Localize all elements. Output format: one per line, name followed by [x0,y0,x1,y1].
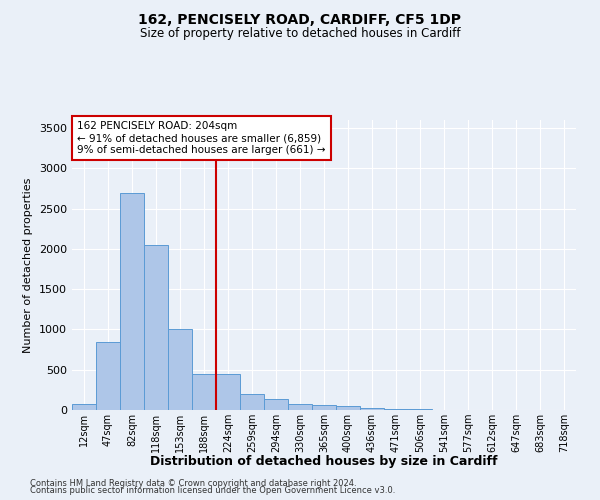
Bar [360,408,384,410]
Bar [264,399,288,410]
Bar [240,394,264,410]
Text: 162, PENCISELY ROAD, CARDIFF, CF5 1DP: 162, PENCISELY ROAD, CARDIFF, CF5 1DP [139,12,461,26]
Bar [384,409,408,410]
Bar [120,192,144,410]
Bar [72,404,96,410]
Bar [336,406,360,410]
Bar [192,374,216,410]
Y-axis label: Number of detached properties: Number of detached properties [23,178,34,352]
Bar [312,405,336,410]
Bar [216,374,240,410]
Bar [96,342,120,410]
Bar [168,330,192,410]
Bar [144,245,168,410]
Text: Contains public sector information licensed under the Open Government Licence v3: Contains public sector information licen… [30,486,395,495]
Text: Distribution of detached houses by size in Cardiff: Distribution of detached houses by size … [150,454,498,468]
Bar [288,404,312,410]
Text: 162 PENCISELY ROAD: 204sqm
← 91% of detached houses are smaller (6,859)
9% of se: 162 PENCISELY ROAD: 204sqm ← 91% of deta… [77,122,326,154]
Text: Contains HM Land Registry data © Crown copyright and database right 2024.: Contains HM Land Registry data © Crown c… [30,478,356,488]
Text: Size of property relative to detached houses in Cardiff: Size of property relative to detached ho… [140,28,460,40]
